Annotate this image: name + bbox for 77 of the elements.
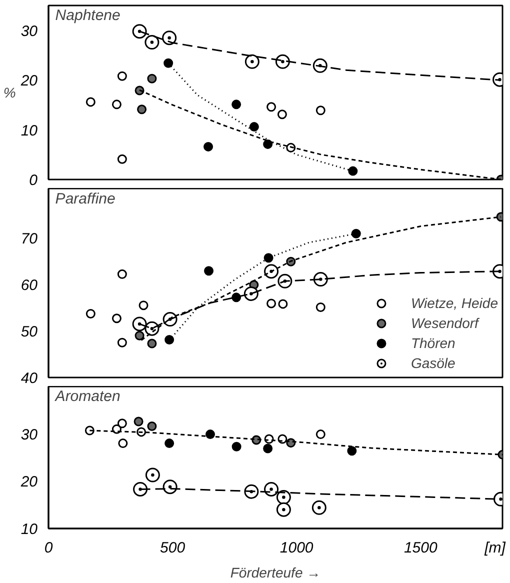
- point: [312, 500, 326, 515]
- point: [206, 430, 216, 440]
- x-tick-label: 0: [44, 540, 54, 556]
- y-tick-label: 30: [20, 426, 38, 444]
- point: [164, 58, 174, 68]
- point: [232, 100, 242, 110]
- point: [134, 416, 144, 426]
- chart-title: Aromaten: [54, 388, 120, 405]
- point: [112, 314, 122, 324]
- point: [112, 100, 122, 110]
- y-tick-label: 40: [20, 370, 38, 387]
- legend-label: Wietze, Heide: [410, 295, 498, 311]
- y-tick-label: 10: [20, 122, 38, 140]
- point: [351, 228, 361, 238]
- point: [316, 106, 326, 116]
- x-axis-title: Förderteufe →: [230, 564, 321, 580]
- point: [275, 54, 290, 69]
- point: [162, 480, 178, 494]
- point: [204, 142, 214, 152]
- point: [138, 300, 148, 310]
- point: [144, 35, 160, 50]
- point: [263, 444, 273, 454]
- point: [263, 139, 273, 149]
- point: [86, 308, 96, 318]
- point: [276, 490, 291, 504]
- point: [147, 422, 157, 431]
- point: [117, 338, 127, 348]
- point: [264, 482, 279, 496]
- legend-label: Gasöle: [410, 355, 456, 371]
- point: [134, 330, 144, 340]
- point: [347, 446, 357, 456]
- point: [278, 299, 288, 309]
- point: [499, 498, 502, 501]
- x-tick-label: 500: [160, 540, 186, 556]
- y-tick-label: 60: [20, 276, 38, 294]
- point: [264, 253, 274, 263]
- point: [266, 102, 276, 112]
- point: [266, 298, 276, 308]
- point: [316, 430, 326, 440]
- point: [117, 269, 127, 279]
- point: [348, 166, 358, 176]
- legend-label: Thören: [410, 335, 456, 351]
- point: [117, 418, 127, 428]
- chart-title: Paraffine: [55, 190, 116, 208]
- point: [147, 338, 157, 348]
- y-tick-label: 50: [20, 323, 38, 340]
- x-tick-label: [m]: [484, 540, 506, 556]
- point: [204, 266, 214, 276]
- point: [117, 71, 127, 81]
- point: [86, 97, 96, 107]
- point: [276, 502, 291, 517]
- point: [145, 468, 160, 482]
- point: [244, 54, 260, 69]
- point: [249, 122, 259, 132]
- point: [147, 74, 157, 84]
- point: [277, 110, 287, 120]
- point: [316, 302, 326, 312]
- chart-title: Naphtene: [55, 7, 120, 24]
- y-tick-label: 0: [29, 172, 38, 189]
- y-tick-label: 20: [20, 72, 38, 90]
- x-tick-label: 1000: [280, 540, 314, 556]
- y-tick-label: 10: [20, 521, 38, 538]
- y-axis-title: %: [3, 84, 16, 100]
- legend-label: Wesendorf: [410, 315, 478, 331]
- point: [164, 438, 174, 448]
- point: [137, 104, 147, 114]
- y-tick-label: 70: [20, 230, 38, 248]
- point: [117, 154, 127, 164]
- point: [250, 292, 253, 296]
- y-tick-label: 30: [20, 22, 38, 40]
- point: [232, 442, 242, 452]
- y-tick-label: 20: [20, 474, 38, 491]
- point: [164, 335, 174, 345]
- point: [162, 30, 177, 46]
- x-tick-label: 1500: [404, 540, 438, 556]
- point: [118, 438, 128, 448]
- point: [232, 292, 242, 302]
